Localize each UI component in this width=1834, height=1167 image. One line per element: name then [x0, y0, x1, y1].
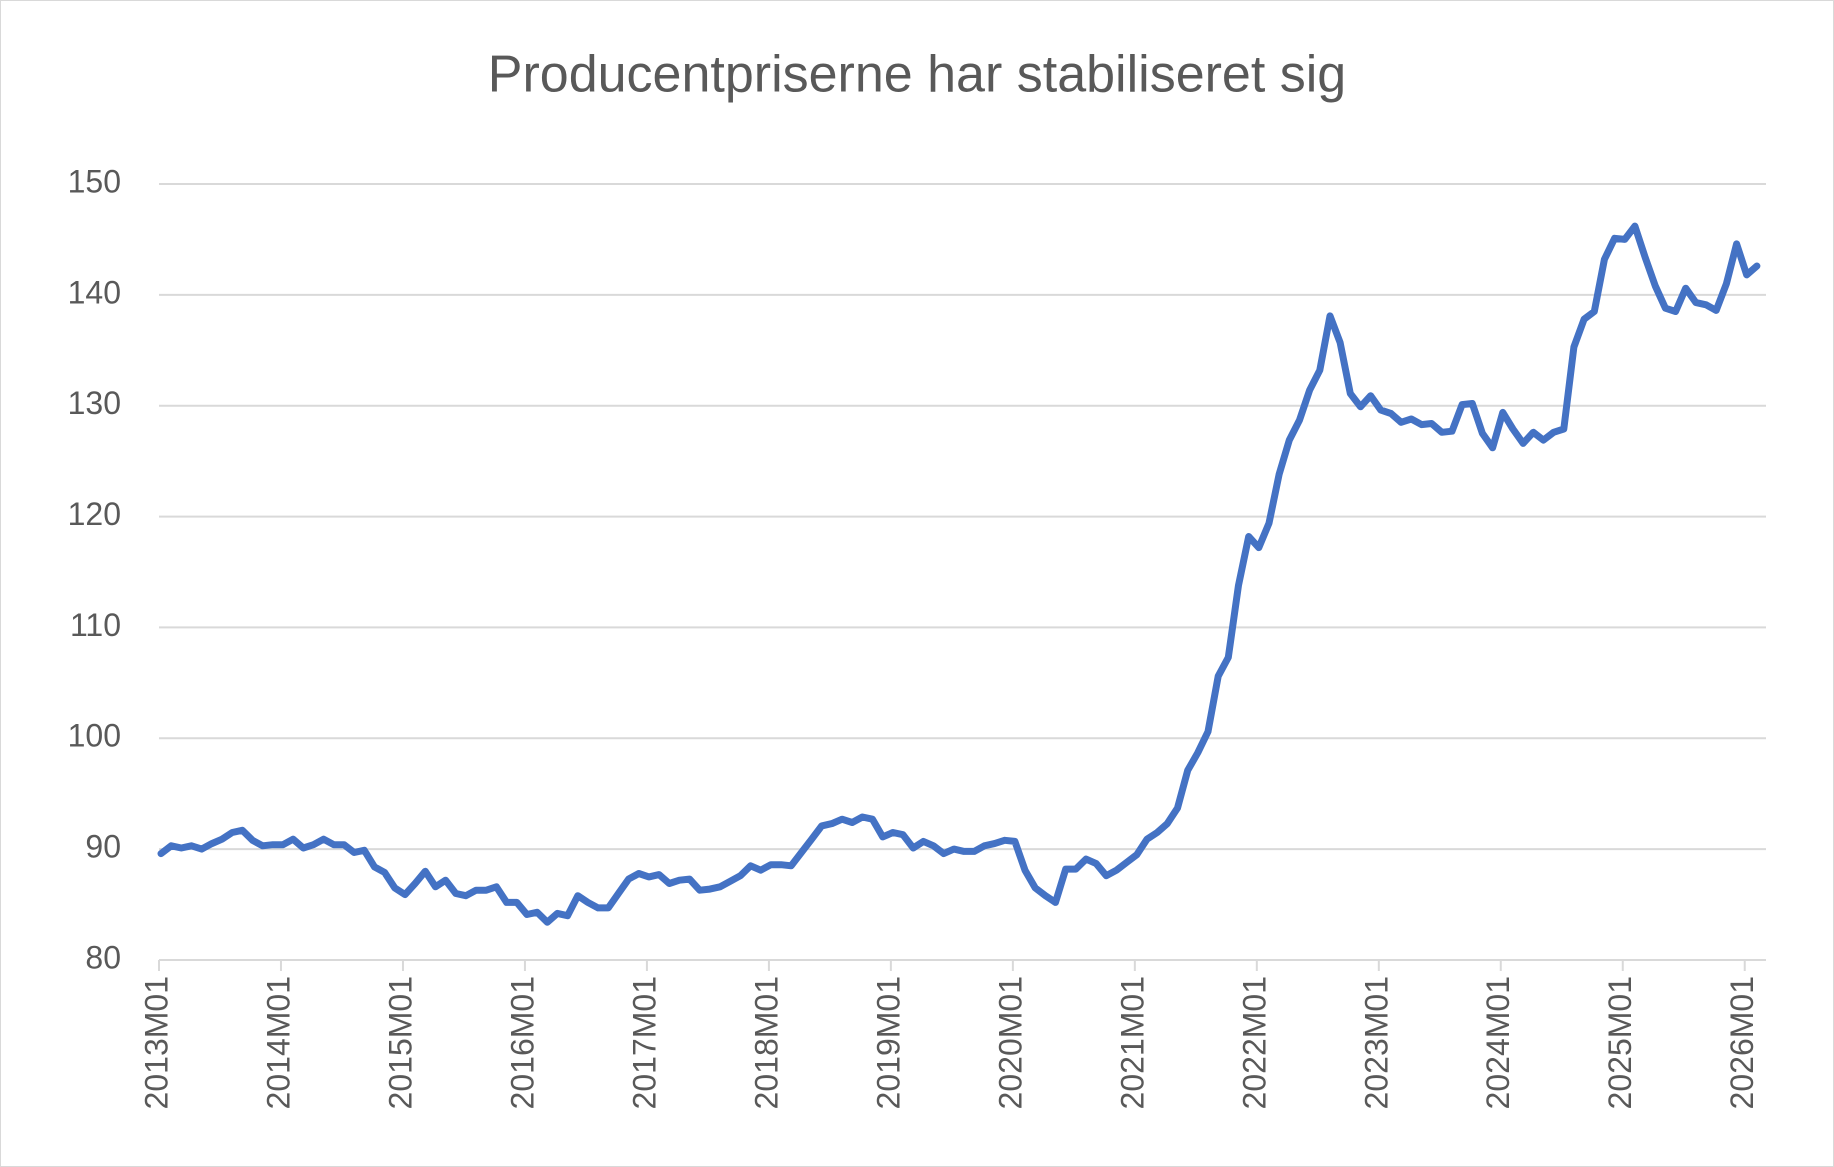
y-tick-label: 130	[68, 385, 121, 421]
x-tick-label: 2021M01	[1114, 976, 1150, 1109]
x-tick-label: 2025M01	[1602, 976, 1638, 1109]
y-tick-label: 140	[68, 274, 121, 310]
y-tick-label: 150	[68, 163, 121, 199]
x-tick-label: 2014M01	[260, 976, 296, 1109]
chart-title: Producentpriserne har stabiliseret sig	[488, 46, 1346, 104]
y-tick-label: 100	[68, 718, 121, 754]
x-tick-label: 2024M01	[1480, 976, 1516, 1109]
y-tick-label: 120	[68, 496, 121, 532]
x-tick-label: 2013M01	[138, 976, 174, 1109]
x-tick-label: 2016M01	[504, 976, 540, 1109]
y-tick-label: 90	[85, 829, 121, 865]
x-tick-label: 2018M01	[748, 976, 784, 1109]
x-tick-label: 2023M01	[1358, 976, 1394, 1109]
x-tick-label: 2017M01	[626, 976, 662, 1109]
x-tick-label: 2022M01	[1236, 976, 1272, 1109]
data-line	[157, 222, 1761, 926]
x-tick-label: 2020M01	[992, 976, 1028, 1109]
y-tick-label: 110	[70, 607, 121, 643]
x-tick-label: 2026M01	[1724, 976, 1760, 1109]
x-tick-label: 2015M01	[382, 976, 418, 1109]
y-tick-label: 80	[85, 939, 121, 975]
x-tick-label: 2019M01	[870, 976, 906, 1109]
